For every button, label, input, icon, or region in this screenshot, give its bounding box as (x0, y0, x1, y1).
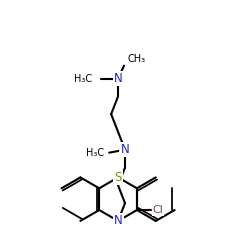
Text: N: N (114, 72, 122, 85)
Text: H₃C: H₃C (86, 148, 104, 158)
Text: S: S (114, 171, 122, 184)
Text: N: N (114, 214, 122, 228)
Text: H₃C: H₃C (74, 74, 92, 84)
Text: N: N (120, 143, 130, 156)
Text: Cl: Cl (153, 205, 164, 215)
Text: CH₃: CH₃ (128, 54, 146, 64)
